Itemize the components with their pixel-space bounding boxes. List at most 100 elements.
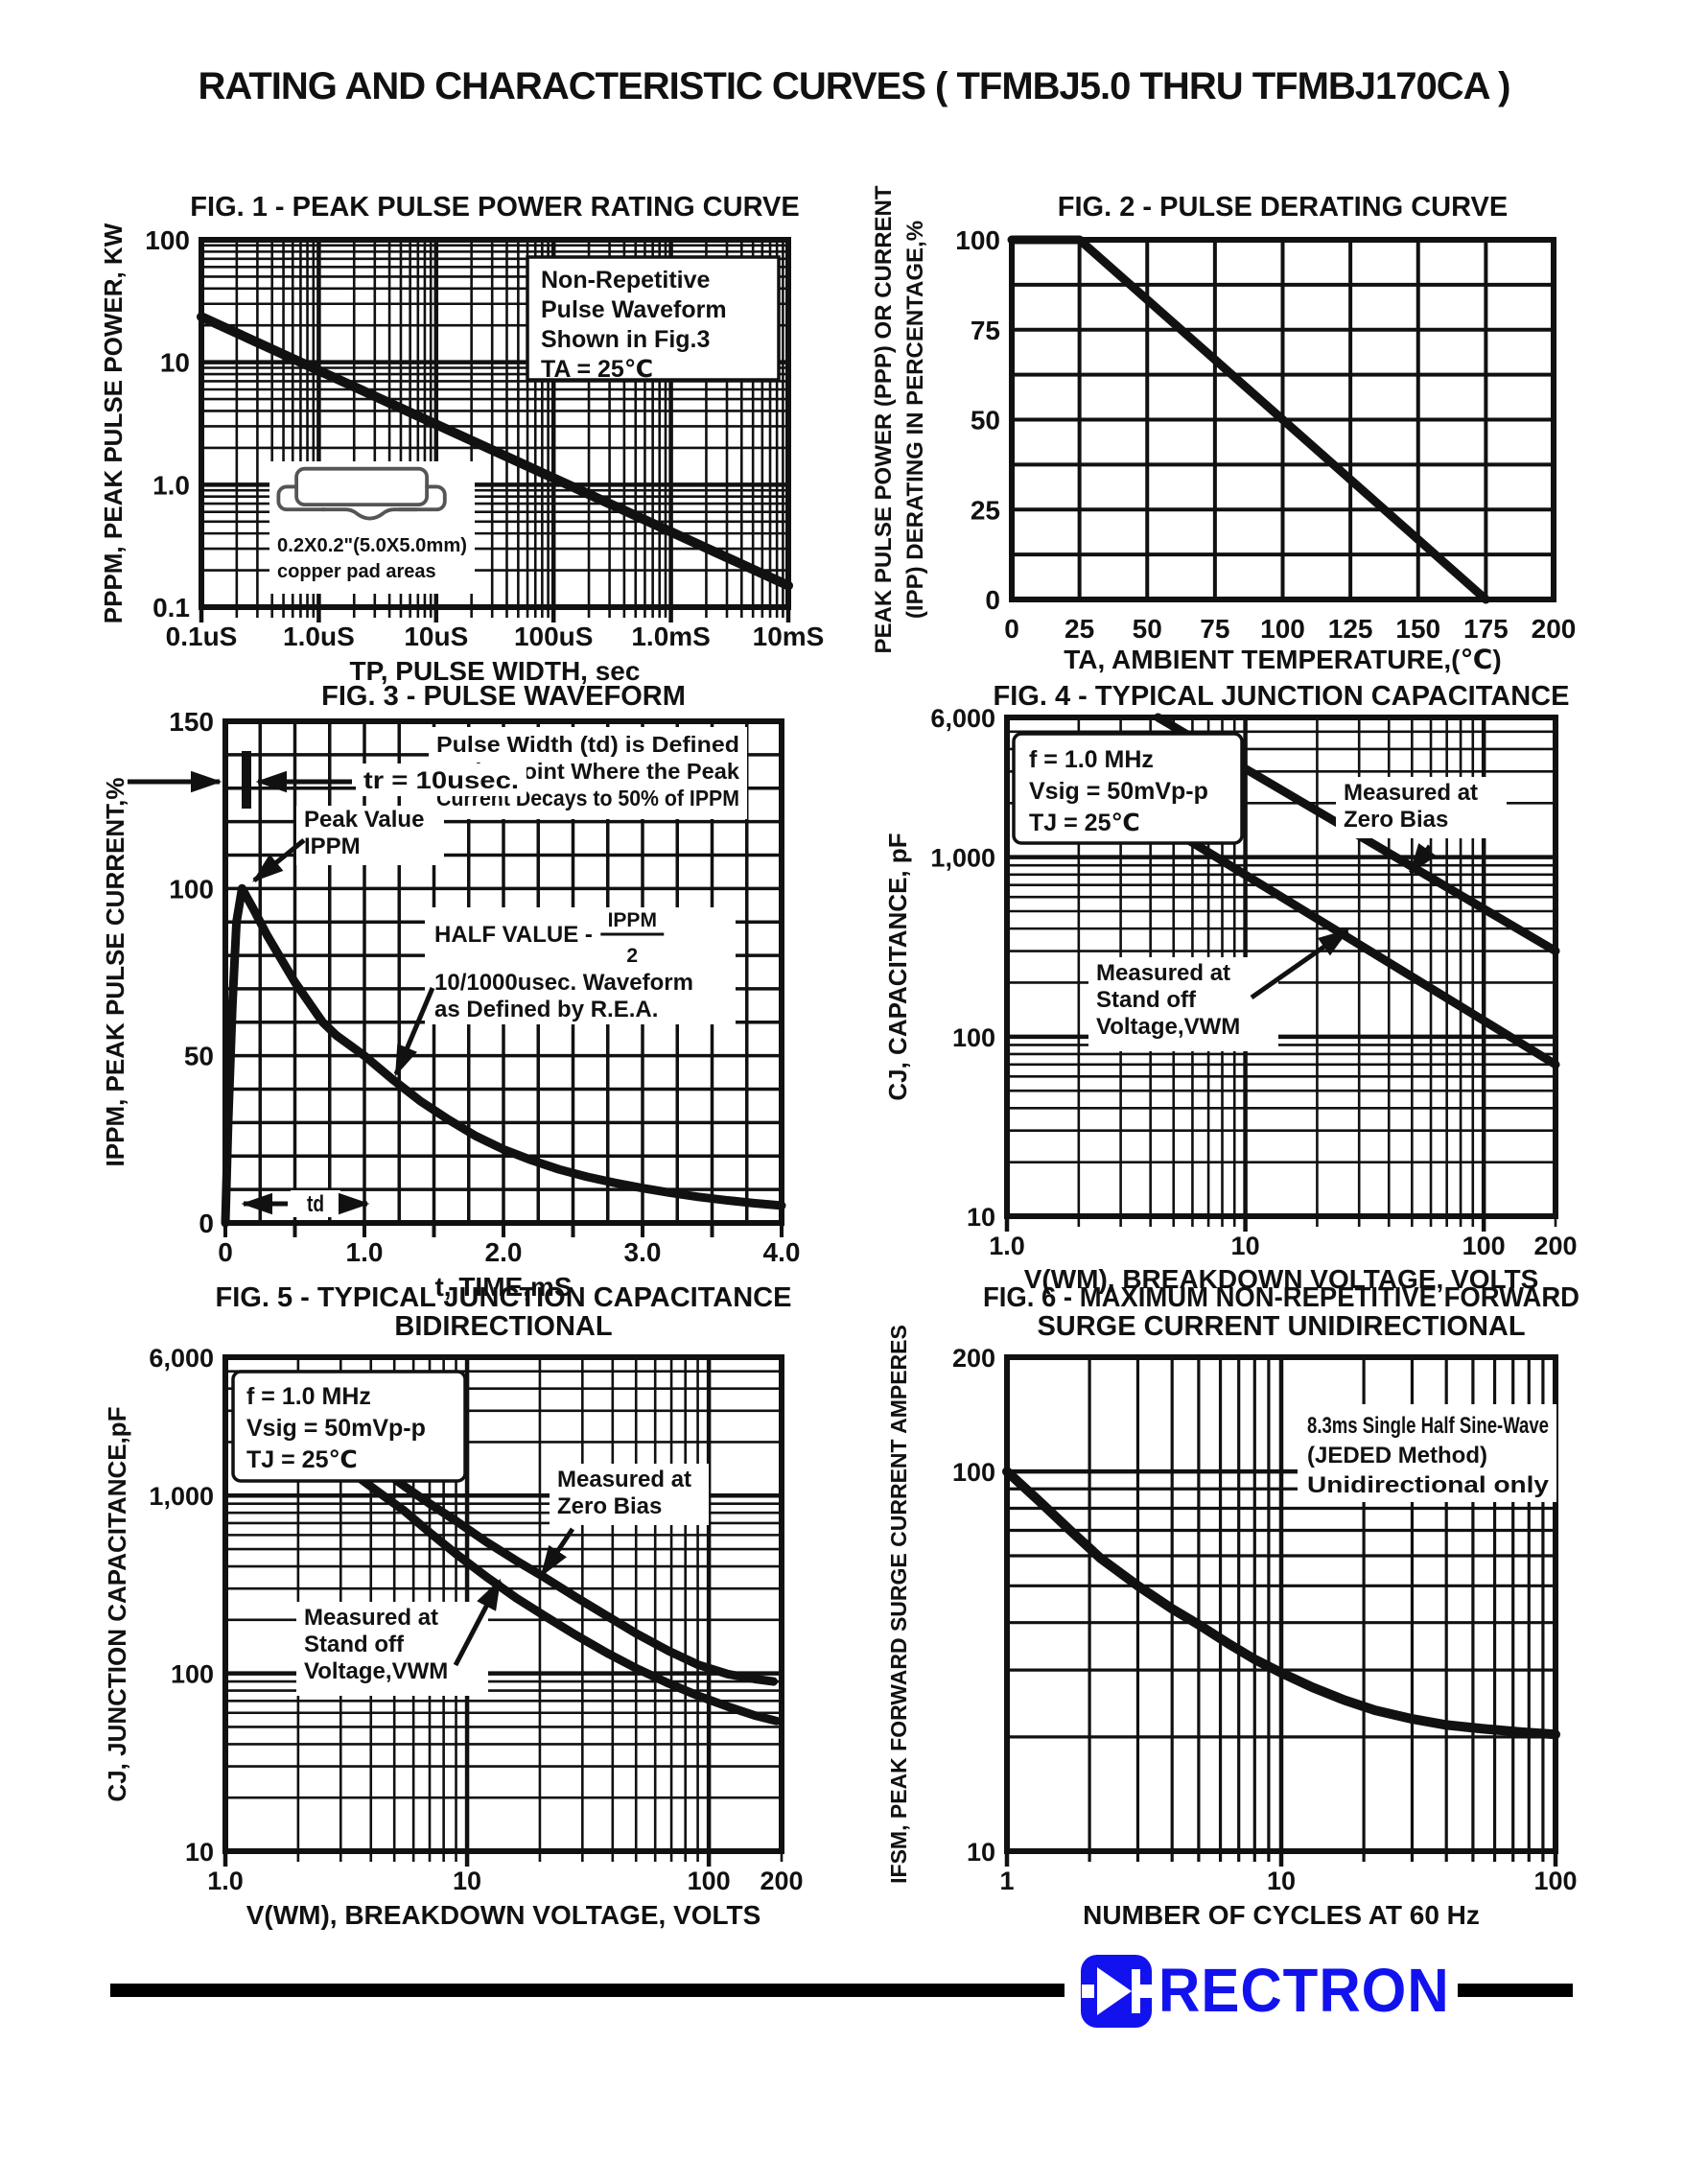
fig3-title: FIG. 3 - PULSE WAVEFORM (321, 681, 686, 712)
label: Vsig = 50mVp-p (246, 1415, 426, 1442)
fig3-y-axis-label: IPPM, PEAK PULSE CURRENT,% (101, 778, 129, 1167)
label: Measured at (1344, 780, 1478, 806)
label: 100 (171, 1660, 214, 1689)
smd-package-drawing (276, 466, 447, 521)
fig3-arrow (252, 838, 306, 882)
label: 1.0mS (631, 622, 711, 651)
fig5-arrow (539, 1527, 575, 1578)
fig1-x-tick-labels: 0.1uS 1.0uS 10uS 100uS 1.0mS 10mS (166, 622, 825, 651)
label: 200 (952, 1344, 995, 1373)
label: Non-Repetitive (541, 267, 711, 294)
footer-rule-left (110, 1984, 1065, 1997)
label: Unidirectional only (1307, 1472, 1550, 1498)
label: 75 (971, 316, 1000, 345)
label: 200 (1533, 1232, 1577, 1260)
label: 100 (688, 1867, 731, 1895)
fig3-annotation-td: td (291, 1190, 340, 1217)
label: 1.0 (207, 1867, 244, 1895)
figure-4-junction-capacitance: f = 1.0 MHz Vsig = 50mVp-p TJ = 25℃ Measure… (868, 681, 1616, 1304)
fig6-series-surge-current (1002, 1467, 1560, 1740)
label: Measured at (1096, 960, 1230, 986)
fig2-y-axis-label-2: (IPP) DERATING IN PERCENTAGE,% (902, 221, 928, 619)
label: 75 (1200, 614, 1229, 644)
label: Voltage,VWM (1096, 1014, 1240, 1040)
fig6-x-tick-labels: 1 10 100 (999, 1867, 1577, 1895)
label: 100 (145, 225, 190, 255)
fig1-series-peak-pulse-power (197, 312, 793, 591)
label: 10uS (404, 622, 468, 651)
fig6-chart: 8.3ms Single Half Sine-Wave (JEDED Method… (886, 1282, 1579, 1930)
label: IPPM (304, 834, 361, 859)
fig1-y-tick-labels: 0.1 1.0 10 100 (145, 225, 190, 622)
label: Shown in Fig.3 (541, 326, 710, 353)
label: copper pad areas (277, 561, 436, 582)
label: Voltage,VWM (304, 1658, 448, 1684)
label: Stand off (1096, 987, 1197, 1013)
fig3-annotation-half: HALF VALUE - IPPM 2 10/1000usec. Waveformas… (425, 907, 736, 1024)
fig5-x-axis-label: V(WM), BREAKDOWN VOLTAGE, VOLTS (246, 1900, 761, 1930)
label: 1.0 (346, 1237, 384, 1267)
label: as Defined by R.E.A. (434, 997, 658, 1022)
figure-6-surge-current: 8.3ms Single Half Sine-Wave (JEDED Method… (868, 1282, 1616, 1947)
fig6-plot-frame (1004, 1354, 1558, 1854)
label: 8.3ms Single Half Sine-Wave (1307, 1413, 1549, 1439)
fig4-arrow (1408, 843, 1437, 876)
fig5-arrow (453, 1578, 503, 1667)
label: 0 (199, 1209, 214, 1238)
label: 3.0 (624, 1237, 662, 1267)
fig4-arrow (1250, 928, 1350, 1000)
label: 10 (967, 1838, 995, 1867)
label: 1.0 (989, 1232, 1025, 1260)
fig2-y-axis-label: PEAK PULSE POWER (PPP) OR CURRENT (871, 185, 897, 653)
label: 25 (971, 495, 1000, 525)
label: Zero Bias (557, 1493, 662, 1519)
label: TA = 25℃ (541, 356, 653, 383)
fig6-annotation-note: 8.3ms Single Half Sine-Wave (JEDED Method… (1298, 1404, 1556, 1502)
fig4-series-stand-off (1156, 818, 1560, 1069)
label: 10 (967, 1203, 995, 1232)
label: 0 (1004, 614, 1019, 644)
label: Measured at (557, 1467, 691, 1492)
fig4-chart: f = 1.0 MHz Vsig = 50mVp-p TJ = 25℃ Measure… (883, 681, 1578, 1294)
fig6-title: FIG. 6 - MAXIMUM NON-REPETITIVE FORWARD (983, 1285, 1579, 1313)
label: 100 (1260, 614, 1305, 644)
label: 50 (1133, 614, 1162, 644)
fig5-x-tick-labels: 1.0 10 100 200 (207, 1867, 803, 1895)
label: TJ = 25℃ (246, 1446, 358, 1473)
figure-3-pulse-waveform: Pulse Width (td) is Defined as the Point … (91, 681, 839, 1304)
label: 0.1 (152, 593, 190, 622)
fig5-plot-frame (222, 1354, 784, 1854)
figure-1-peak-pulse-power-rating: Non-Repetitive Pulse Waveform Shown in Fig… (91, 177, 839, 700)
fig3-x-tick-labels: 0 1.0 2.0 3.0 4.0 (218, 1237, 800, 1267)
figure-2-pulse-derating: 0 25 50 75 100 125 150 175 200 0 25 50 75 100 TA, AMBI… (868, 177, 1616, 700)
label: Pulse Width (td) is Defined (436, 732, 739, 757)
footer-rule-right (1425, 1984, 1573, 1997)
label: 4.0 (763, 1237, 801, 1267)
fig3-y-tick-labels: 0 50 100 150 (169, 707, 214, 1238)
fig1-title: FIG. 1 - PEAK PULSE POWER RATING CURVE (190, 192, 799, 223)
label: 2 (626, 945, 638, 967)
fig4-y-axis-label: CJ, CAPACITANCE, pF (883, 833, 912, 1100)
label: 0.1uS (166, 622, 238, 651)
fig4-annotation-conditions: f = 1.0 MHz Vsig = 50mVp-p TJ = 25℃ (1012, 732, 1244, 845)
label: 0.2X0.2"(5.0X5.0mm) (277, 535, 467, 556)
fig5-y-axis-label: CJ, JUNCTION CAPACITANCE,pF (103, 1406, 131, 1801)
rectron-diode-icon (1081, 1955, 1152, 2028)
fig4-title: FIG. 4 - TYPICAL JUNCTION CAPACITANCE (994, 681, 1570, 712)
label: 100 (955, 225, 1000, 255)
label: HALF VALUE - (434, 922, 593, 948)
fig3-series-pulse-waveform (221, 883, 786, 1228)
rectron-wordmark: RECTRON (1158, 1956, 1450, 2025)
fig2-x-axis-label: TA, AMBIENT TEMPERATURE,(℃) (1064, 645, 1501, 674)
label: Stand off (304, 1632, 405, 1657)
label: 100 (169, 874, 214, 904)
rectron-logo: RECTRON (1072, 1951, 1458, 2032)
figure-5-junction-capacitance-bidirectional: f = 1.0 MHz Vsig = 50mVp-p TJ = 25℃ Measure… (91, 1282, 839, 1947)
label: 200 (1532, 614, 1577, 644)
label: td (307, 1191, 324, 1217)
label: 10mS (753, 622, 825, 651)
